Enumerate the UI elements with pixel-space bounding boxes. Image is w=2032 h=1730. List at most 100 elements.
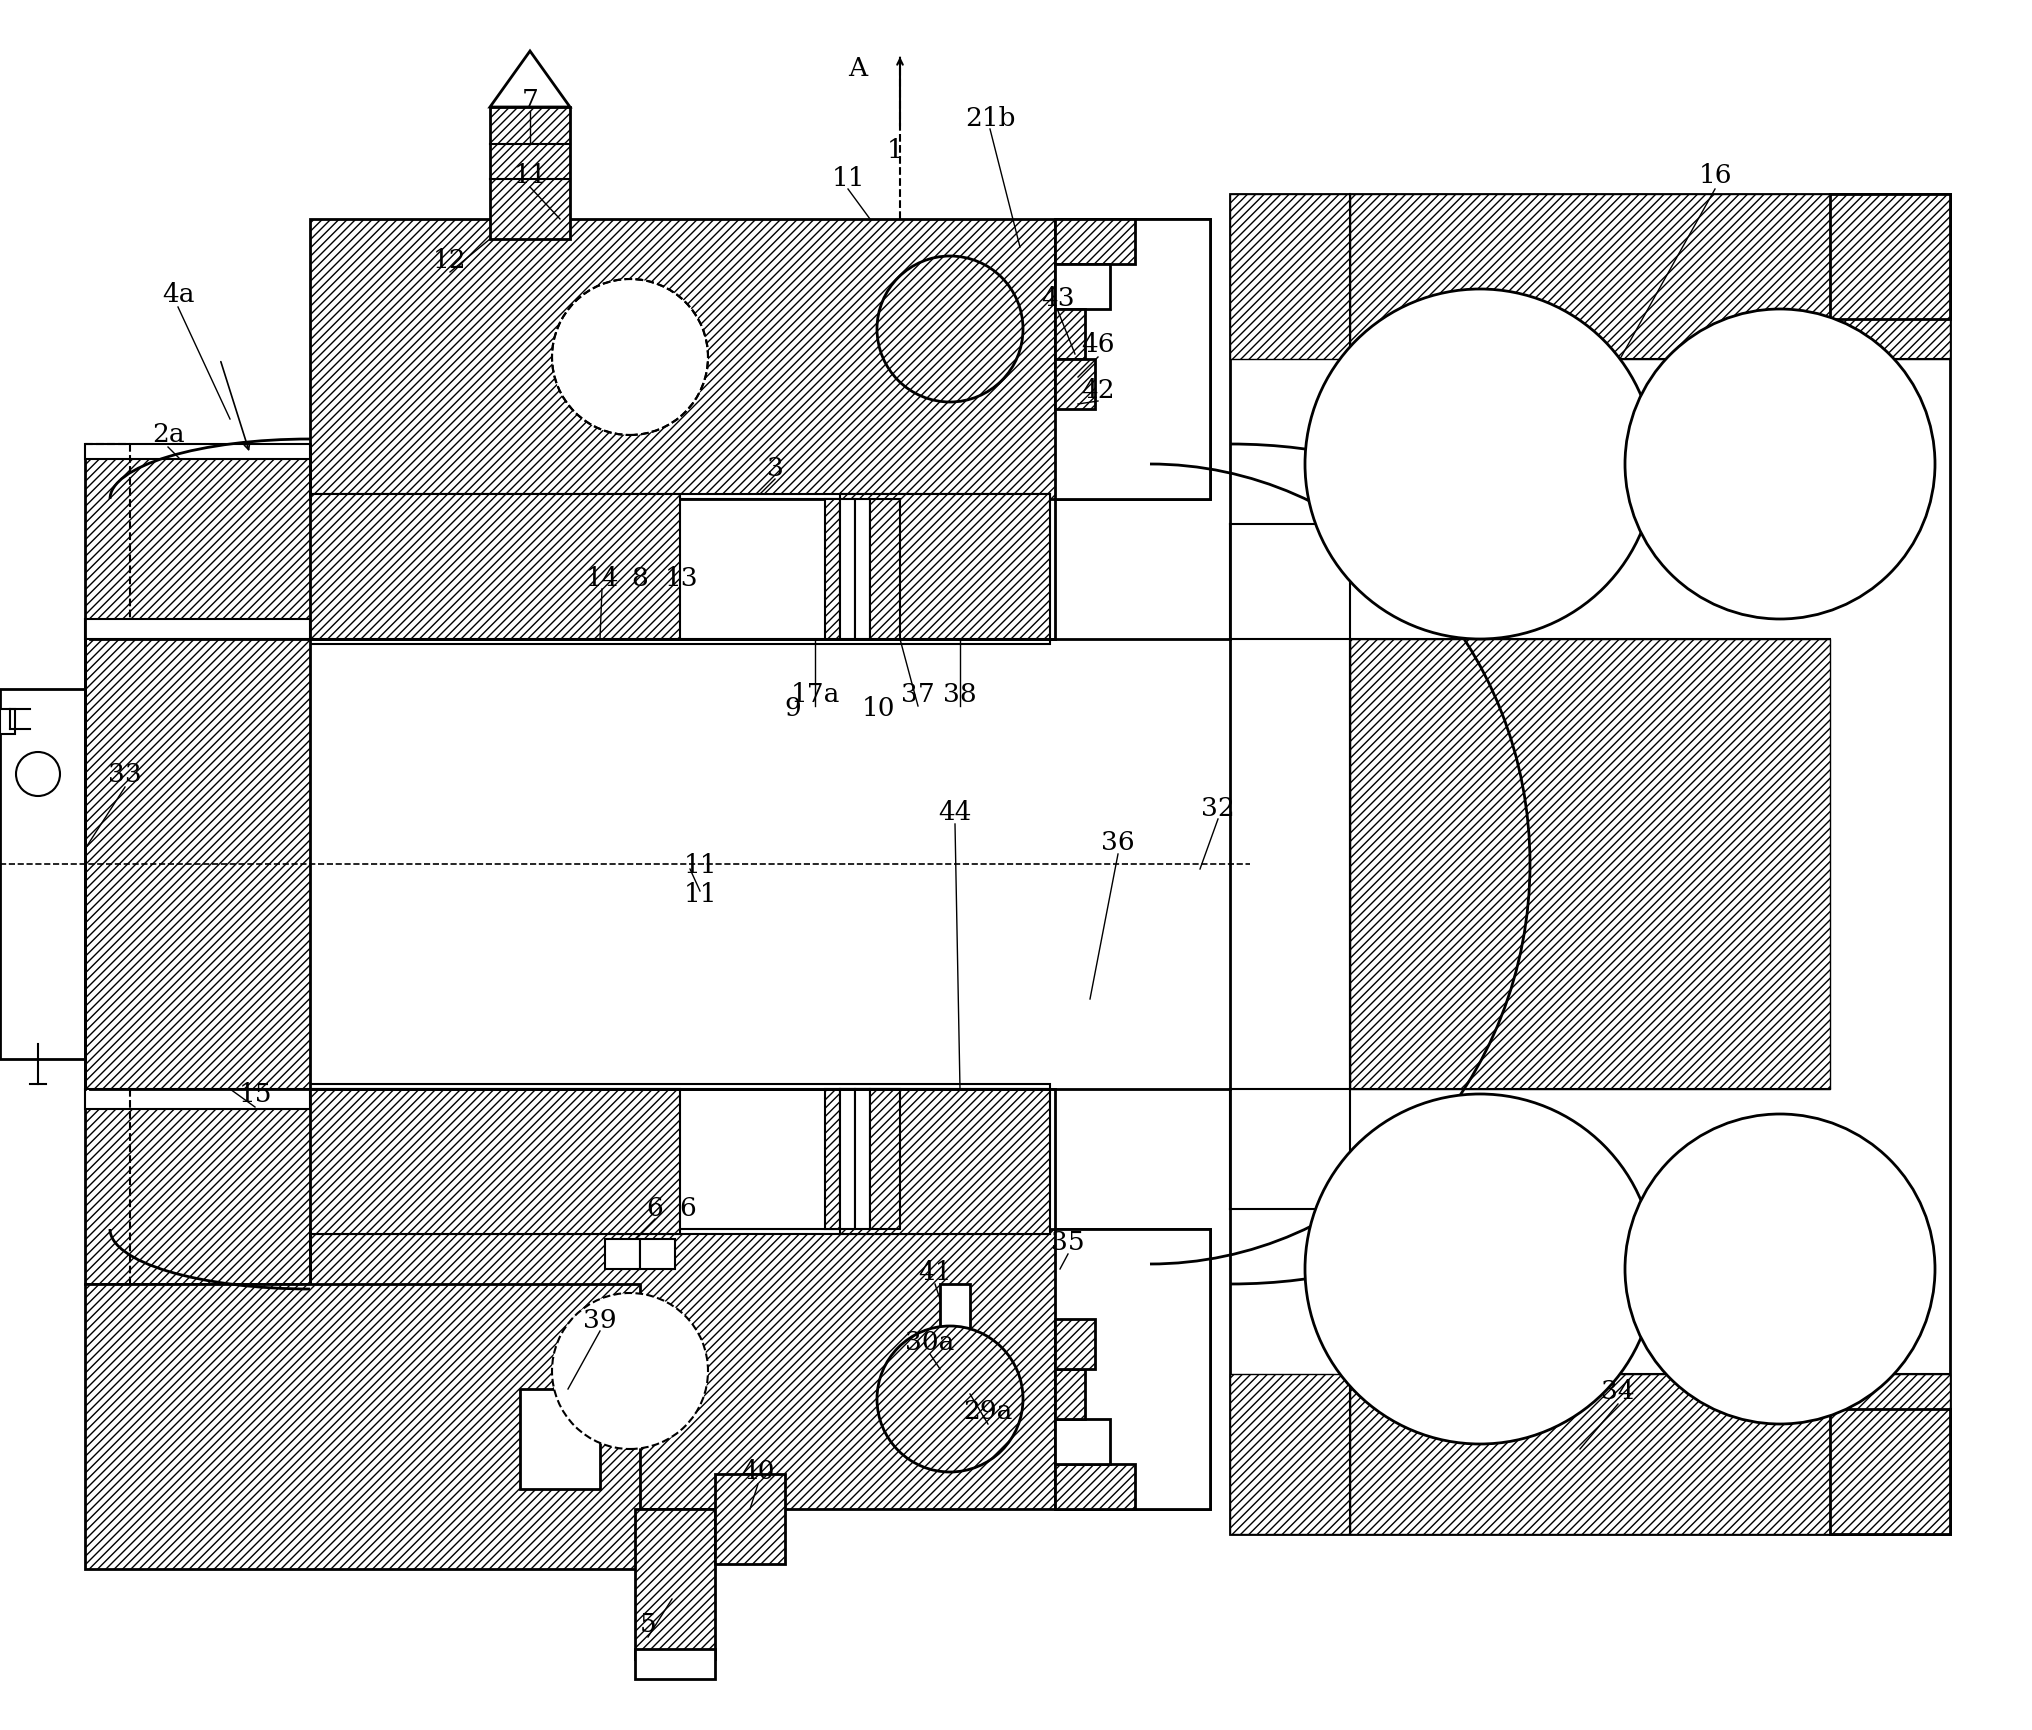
Polygon shape [855, 1090, 870, 1230]
Text: A: A [849, 55, 868, 81]
Polygon shape [1831, 195, 1951, 320]
Polygon shape [1055, 1230, 1209, 1509]
Text: 4a: 4a [163, 282, 195, 308]
Polygon shape [1349, 195, 1951, 360]
Polygon shape [1055, 1368, 1085, 1419]
Polygon shape [1229, 195, 1951, 1535]
Polygon shape [839, 1090, 855, 1230]
Polygon shape [1229, 195, 1349, 360]
Polygon shape [0, 690, 85, 1059]
Circle shape [553, 1294, 707, 1450]
Text: 36: 36 [1101, 829, 1134, 855]
Polygon shape [1055, 1464, 1136, 1509]
Text: 13: 13 [664, 566, 699, 590]
Text: 11: 11 [514, 163, 547, 187]
Polygon shape [941, 1284, 969, 1339]
Polygon shape [311, 1230, 1051, 1233]
Circle shape [878, 256, 1022, 403]
Text: 15: 15 [238, 1081, 272, 1107]
Polygon shape [870, 500, 900, 640]
Text: 46: 46 [1081, 332, 1116, 358]
Text: 42: 42 [1081, 377, 1116, 403]
Circle shape [1305, 291, 1654, 640]
Polygon shape [636, 1649, 715, 1680]
Polygon shape [1055, 310, 1085, 360]
Text: 29a: 29a [963, 1398, 1012, 1424]
Polygon shape [311, 640, 1051, 645]
Text: 40: 40 [742, 1458, 774, 1484]
Text: 16: 16 [1699, 163, 1731, 187]
Text: 12: 12 [433, 247, 467, 272]
Text: 30a: 30a [906, 1329, 955, 1353]
Polygon shape [941, 1339, 969, 1360]
Circle shape [1626, 1114, 1934, 1424]
Polygon shape [1831, 195, 1951, 320]
Polygon shape [311, 1085, 1051, 1090]
Polygon shape [85, 619, 311, 640]
Text: 7: 7 [522, 88, 538, 112]
Polygon shape [89, 1090, 311, 1230]
Polygon shape [311, 495, 1051, 500]
Text: 41: 41 [918, 1259, 951, 1284]
Polygon shape [85, 445, 311, 460]
Text: 37: 37 [900, 682, 935, 708]
Text: 35: 35 [1051, 1228, 1085, 1254]
Polygon shape [855, 500, 870, 640]
Polygon shape [89, 500, 311, 640]
Polygon shape [1055, 220, 1209, 500]
Polygon shape [1831, 1410, 1951, 1535]
Polygon shape [1229, 1374, 1349, 1535]
Polygon shape [311, 1230, 1209, 1509]
Text: 6: 6 [679, 1195, 697, 1220]
Polygon shape [839, 1090, 1051, 1233]
Polygon shape [520, 1389, 599, 1490]
Text: 2a: 2a [152, 422, 185, 448]
Polygon shape [636, 1509, 715, 1659]
Polygon shape [1349, 640, 1831, 1090]
Polygon shape [0, 709, 14, 735]
Circle shape [16, 753, 61, 796]
Text: 11
11: 11 11 [683, 853, 717, 907]
Polygon shape [870, 1090, 900, 1230]
Text: 43: 43 [1040, 285, 1075, 310]
Polygon shape [825, 1090, 839, 1230]
Polygon shape [490, 52, 571, 107]
Polygon shape [1349, 1374, 1951, 1535]
Polygon shape [85, 445, 311, 1284]
Polygon shape [85, 1090, 311, 1109]
Polygon shape [825, 500, 839, 640]
Polygon shape [900, 1368, 951, 1410]
Text: 44: 44 [939, 799, 971, 823]
Circle shape [1626, 310, 1934, 619]
Polygon shape [490, 107, 571, 240]
Text: 38: 38 [943, 682, 977, 708]
Polygon shape [311, 495, 681, 640]
Text: 9: 9 [784, 695, 801, 720]
Polygon shape [839, 500, 855, 640]
Text: 1: 1 [886, 137, 904, 163]
Text: 34: 34 [1601, 1379, 1636, 1403]
Polygon shape [1055, 220, 1136, 265]
Polygon shape [1055, 360, 1095, 410]
Polygon shape [606, 1239, 640, 1270]
Text: 8: 8 [632, 566, 648, 590]
Text: 17a: 17a [790, 682, 839, 708]
Text: 10: 10 [862, 695, 894, 720]
Polygon shape [1055, 1419, 1109, 1464]
Polygon shape [839, 495, 1051, 640]
Circle shape [553, 280, 707, 436]
Text: 3: 3 [766, 455, 784, 481]
Text: 39: 39 [583, 1306, 618, 1332]
Text: 14: 14 [585, 566, 620, 590]
Polygon shape [311, 220, 1209, 500]
Text: 11: 11 [831, 166, 866, 190]
Circle shape [878, 1327, 1022, 1472]
Text: 21b: 21b [965, 106, 1016, 130]
Text: 33: 33 [108, 761, 142, 787]
Polygon shape [1055, 265, 1109, 310]
Polygon shape [640, 1239, 675, 1270]
Circle shape [1305, 1095, 1654, 1445]
Polygon shape [1055, 1320, 1095, 1368]
Text: 5: 5 [640, 1612, 656, 1637]
Polygon shape [715, 1474, 784, 1564]
